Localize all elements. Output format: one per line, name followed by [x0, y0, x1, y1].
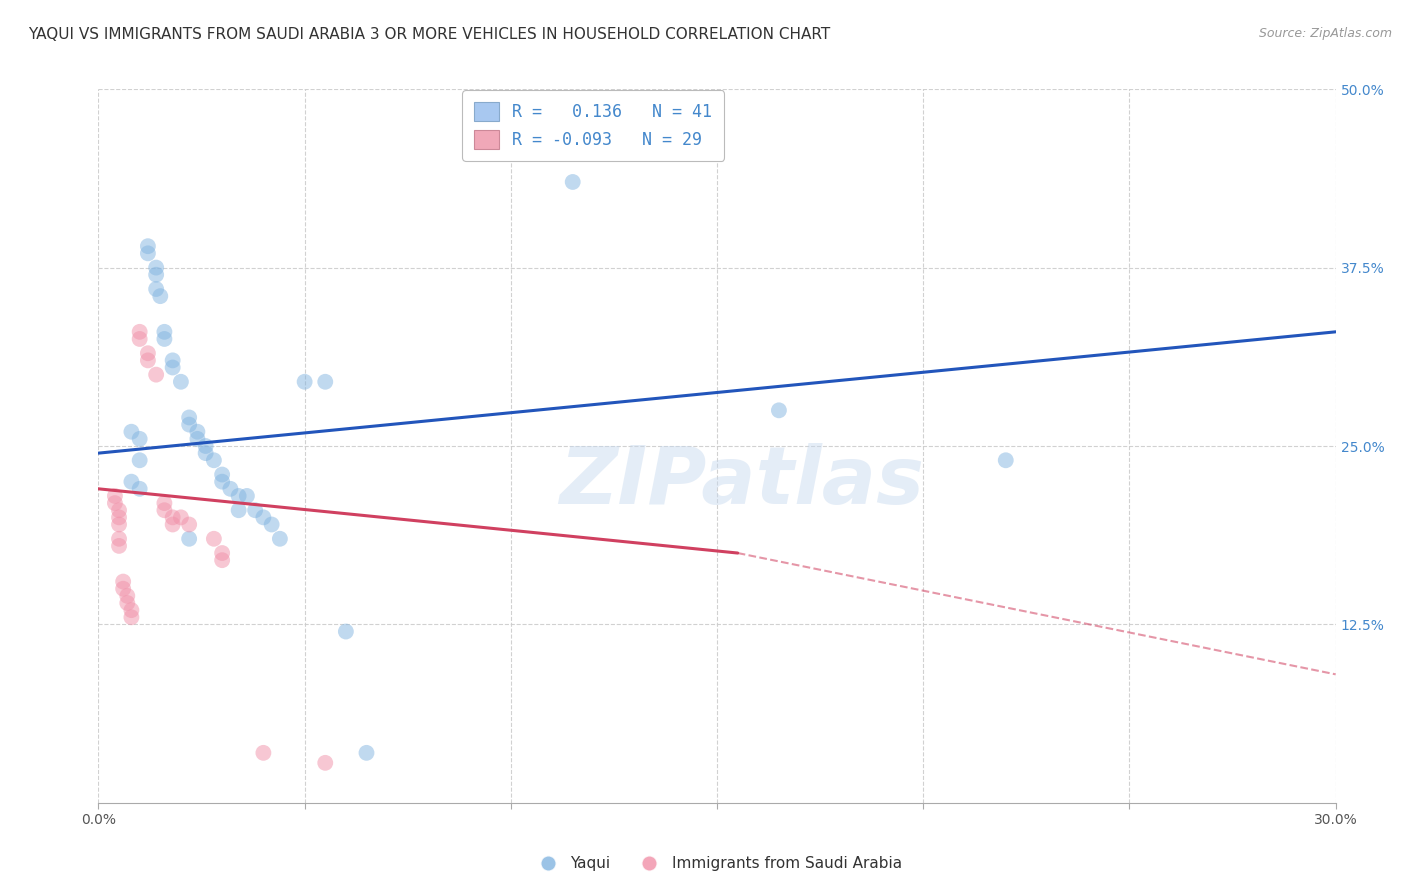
- Point: [108, 532, 131, 546]
- Point: [179, 410, 201, 425]
- Point: [561, 175, 583, 189]
- Point: [104, 489, 127, 503]
- Point: [117, 596, 139, 610]
- Point: [170, 510, 193, 524]
- Point: [294, 375, 316, 389]
- Text: YAQUI VS IMMIGRANTS FROM SAUDI ARABIA 3 OR MORE VEHICLES IN HOUSEHOLD CORRELATIO: YAQUI VS IMMIGRANTS FROM SAUDI ARABIA 3 …: [28, 27, 831, 42]
- Point: [186, 432, 208, 446]
- Point: [211, 467, 233, 482]
- Point: [120, 610, 142, 624]
- Point: [108, 510, 131, 524]
- Point: [120, 603, 142, 617]
- Point: [112, 582, 135, 596]
- Point: [153, 325, 176, 339]
- Point: [108, 517, 131, 532]
- Point: [202, 453, 225, 467]
- Point: [228, 489, 250, 503]
- Point: [356, 746, 378, 760]
- Point: [194, 446, 217, 460]
- Point: [136, 246, 159, 260]
- Point: [136, 239, 159, 253]
- Point: [243, 503, 266, 517]
- Point: [314, 756, 336, 770]
- Point: [128, 482, 150, 496]
- Point: [162, 360, 184, 375]
- Point: [186, 425, 208, 439]
- Point: [162, 517, 184, 532]
- Legend: Yaqui, Immigrants from Saudi Arabia: Yaqui, Immigrants from Saudi Arabia: [526, 850, 908, 877]
- Point: [145, 282, 167, 296]
- Point: [128, 325, 150, 339]
- Point: [128, 453, 150, 467]
- Point: [112, 574, 135, 589]
- Point: [179, 517, 201, 532]
- Point: [145, 260, 167, 275]
- Point: [228, 503, 250, 517]
- Point: [104, 496, 127, 510]
- Point: [128, 432, 150, 446]
- Point: [120, 475, 142, 489]
- Point: [145, 268, 167, 282]
- Point: [768, 403, 790, 417]
- Point: [260, 517, 283, 532]
- Point: [269, 532, 291, 546]
- Point: [236, 489, 259, 503]
- Point: [335, 624, 357, 639]
- Point: [194, 439, 217, 453]
- Point: [219, 482, 242, 496]
- Point: [136, 353, 159, 368]
- Point: [153, 496, 176, 510]
- Point: [153, 503, 176, 517]
- Point: [170, 375, 193, 389]
- Point: [149, 289, 172, 303]
- Point: [252, 746, 274, 760]
- Point: [211, 546, 233, 560]
- Point: [120, 425, 142, 439]
- Point: [108, 539, 131, 553]
- Point: [211, 553, 233, 567]
- Point: [136, 346, 159, 360]
- Point: [153, 332, 176, 346]
- Point: [117, 589, 139, 603]
- Text: Source: ZipAtlas.com: Source: ZipAtlas.com: [1258, 27, 1392, 40]
- Point: [145, 368, 167, 382]
- Point: [252, 510, 274, 524]
- Point: [202, 532, 225, 546]
- Point: [179, 417, 201, 432]
- Text: ZIPatlas: ZIPatlas: [560, 442, 924, 521]
- Point: [211, 475, 233, 489]
- Point: [162, 353, 184, 368]
- Point: [314, 375, 336, 389]
- Point: [108, 503, 131, 517]
- Point: [162, 510, 184, 524]
- Point: [179, 532, 201, 546]
- Point: [994, 453, 1017, 467]
- Point: [128, 332, 150, 346]
